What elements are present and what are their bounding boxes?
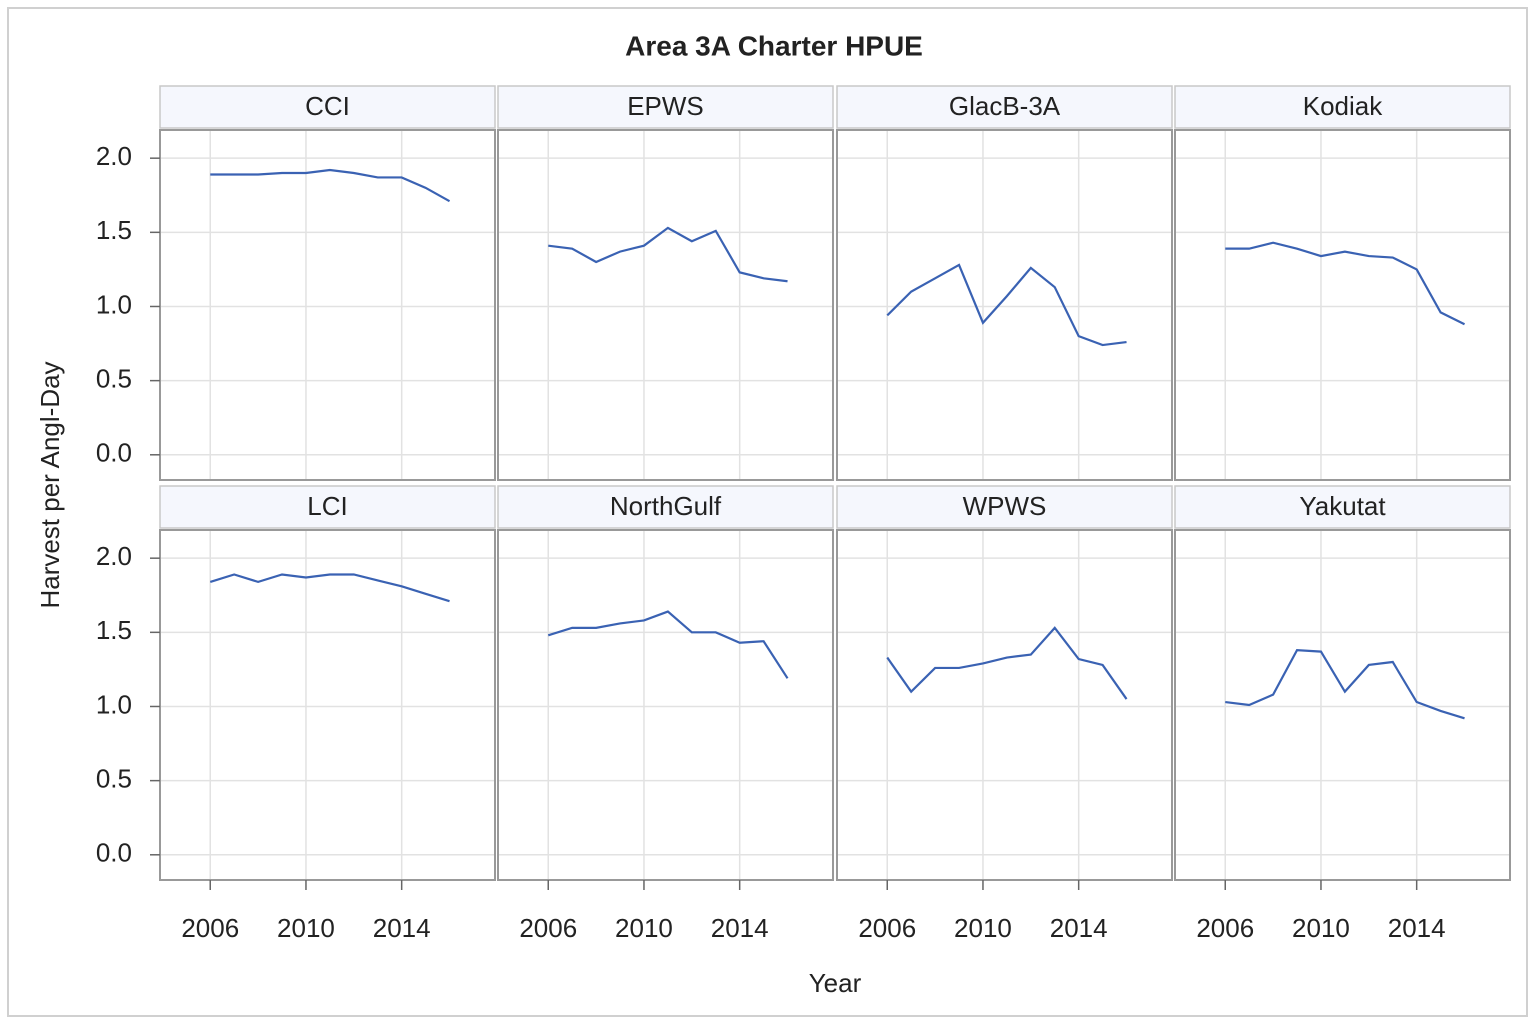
x-tick-label: 2006 bbox=[1196, 913, 1254, 943]
panel-border bbox=[1174, 529, 1511, 881]
x-tick-label: 2014 bbox=[1388, 913, 1446, 943]
x-tick-label: 2006 bbox=[858, 913, 916, 943]
x-tick-label: 2014 bbox=[373, 913, 431, 943]
panel-header bbox=[836, 85, 1173, 129]
x-axis-label: Year bbox=[809, 968, 862, 998]
y-tick-label: 2.0 bbox=[96, 141, 132, 171]
panel-header bbox=[497, 85, 834, 129]
y-tick-label: 0.0 bbox=[96, 438, 132, 468]
panel-title: GlacB-3A bbox=[949, 91, 1061, 121]
panel-header bbox=[1174, 85, 1511, 129]
panel-title: CCI bbox=[305, 91, 350, 121]
y-tick-label: 1.0 bbox=[96, 289, 132, 319]
line bbox=[1225, 648, 1465, 720]
panel-title: EPWS bbox=[627, 91, 704, 121]
x-tick-label: 2014 bbox=[711, 913, 769, 943]
panel-title: WPWS bbox=[963, 491, 1047, 521]
panel-header bbox=[159, 485, 496, 529]
y-tick-label: 1.5 bbox=[96, 615, 132, 645]
line bbox=[886, 263, 1127, 347]
y-tick-label: 0.5 bbox=[96, 764, 132, 794]
y-tick-label: 2.0 bbox=[96, 541, 132, 571]
panel-title: LCI bbox=[307, 491, 347, 521]
panel-border bbox=[159, 129, 496, 481]
x-tick-label: 2010 bbox=[1292, 913, 1350, 943]
line bbox=[1225, 241, 1466, 326]
panel-border bbox=[159, 529, 496, 881]
panel-border bbox=[836, 529, 1173, 881]
line bbox=[886, 626, 1128, 700]
panel-title: NorthGulf bbox=[610, 491, 722, 521]
line bbox=[210, 168, 451, 203]
panel-header bbox=[497, 485, 834, 529]
x-tick-label: 2010 bbox=[615, 913, 673, 943]
x-tick-label: 2006 bbox=[181, 913, 239, 943]
line bbox=[547, 610, 789, 679]
y-axis-label: Harvest per Angl-Day bbox=[35, 361, 65, 608]
x-tick-label: 2006 bbox=[519, 913, 577, 943]
panel-border bbox=[836, 129, 1173, 481]
panel-header bbox=[159, 85, 496, 129]
panel-header bbox=[1174, 485, 1511, 529]
panel-header bbox=[836, 485, 1173, 529]
x-tick-label: 2014 bbox=[1050, 913, 1108, 943]
y-tick-label: 1.0 bbox=[96, 689, 132, 719]
panel-border bbox=[1174, 129, 1511, 481]
frame bbox=[7, 7, 1528, 1017]
y-tick-label: 0.5 bbox=[96, 364, 132, 394]
x-tick-label: 2010 bbox=[277, 913, 335, 943]
y-tick-label: 0.0 bbox=[96, 838, 132, 868]
x-tick-label: 2010 bbox=[954, 913, 1012, 943]
panel-title: Yakutat bbox=[1299, 491, 1386, 521]
panel-title: Kodiak bbox=[1303, 91, 1383, 121]
y-tick-label: 1.5 bbox=[96, 215, 132, 245]
line bbox=[548, 226, 788, 283]
chart-title: Area 3A Charter HPUE bbox=[625, 30, 923, 61]
panel-border bbox=[497, 129, 834, 481]
line bbox=[209, 573, 450, 603]
panel-border bbox=[497, 529, 834, 881]
